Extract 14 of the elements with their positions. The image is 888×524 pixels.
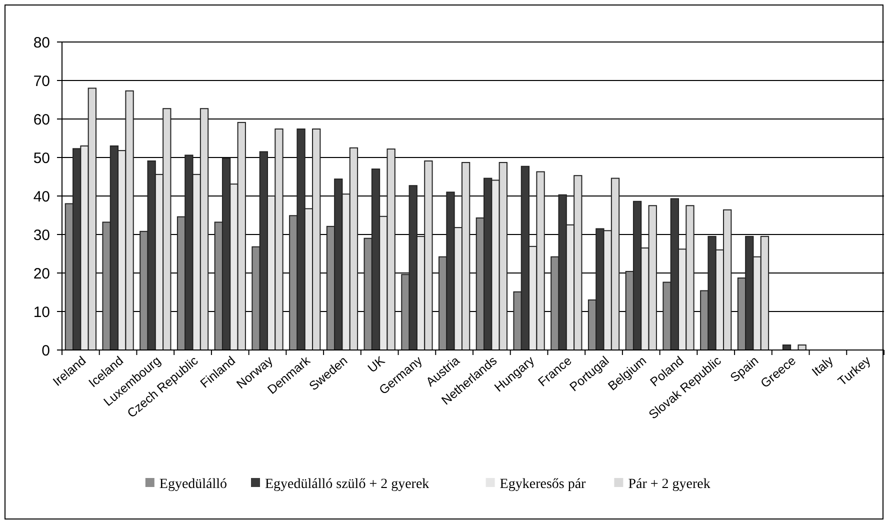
legend-label: Egyedülálló [159,477,228,492]
y-tick-label: 80 [33,34,50,52]
y-tick-label: 0 [42,342,50,360]
y-tick-label: 50 [33,150,50,167]
legend-label: Pár + 2 gyerek [628,477,710,492]
y-tick-label: 10 [33,304,50,321]
legend-label: Egykeresős pár [500,477,586,492]
y-tick-label: 40 [33,188,50,206]
y-tick-label: 30 [33,226,50,244]
y-tick-label: 60 [33,111,50,128]
legend-label: Egyedülálló szülő + 2 gyerek [265,477,430,492]
y-tick-label: 70 [33,72,50,90]
y-tick-label: 20 [33,265,50,282]
x-tick-label: Italy [809,353,836,380]
